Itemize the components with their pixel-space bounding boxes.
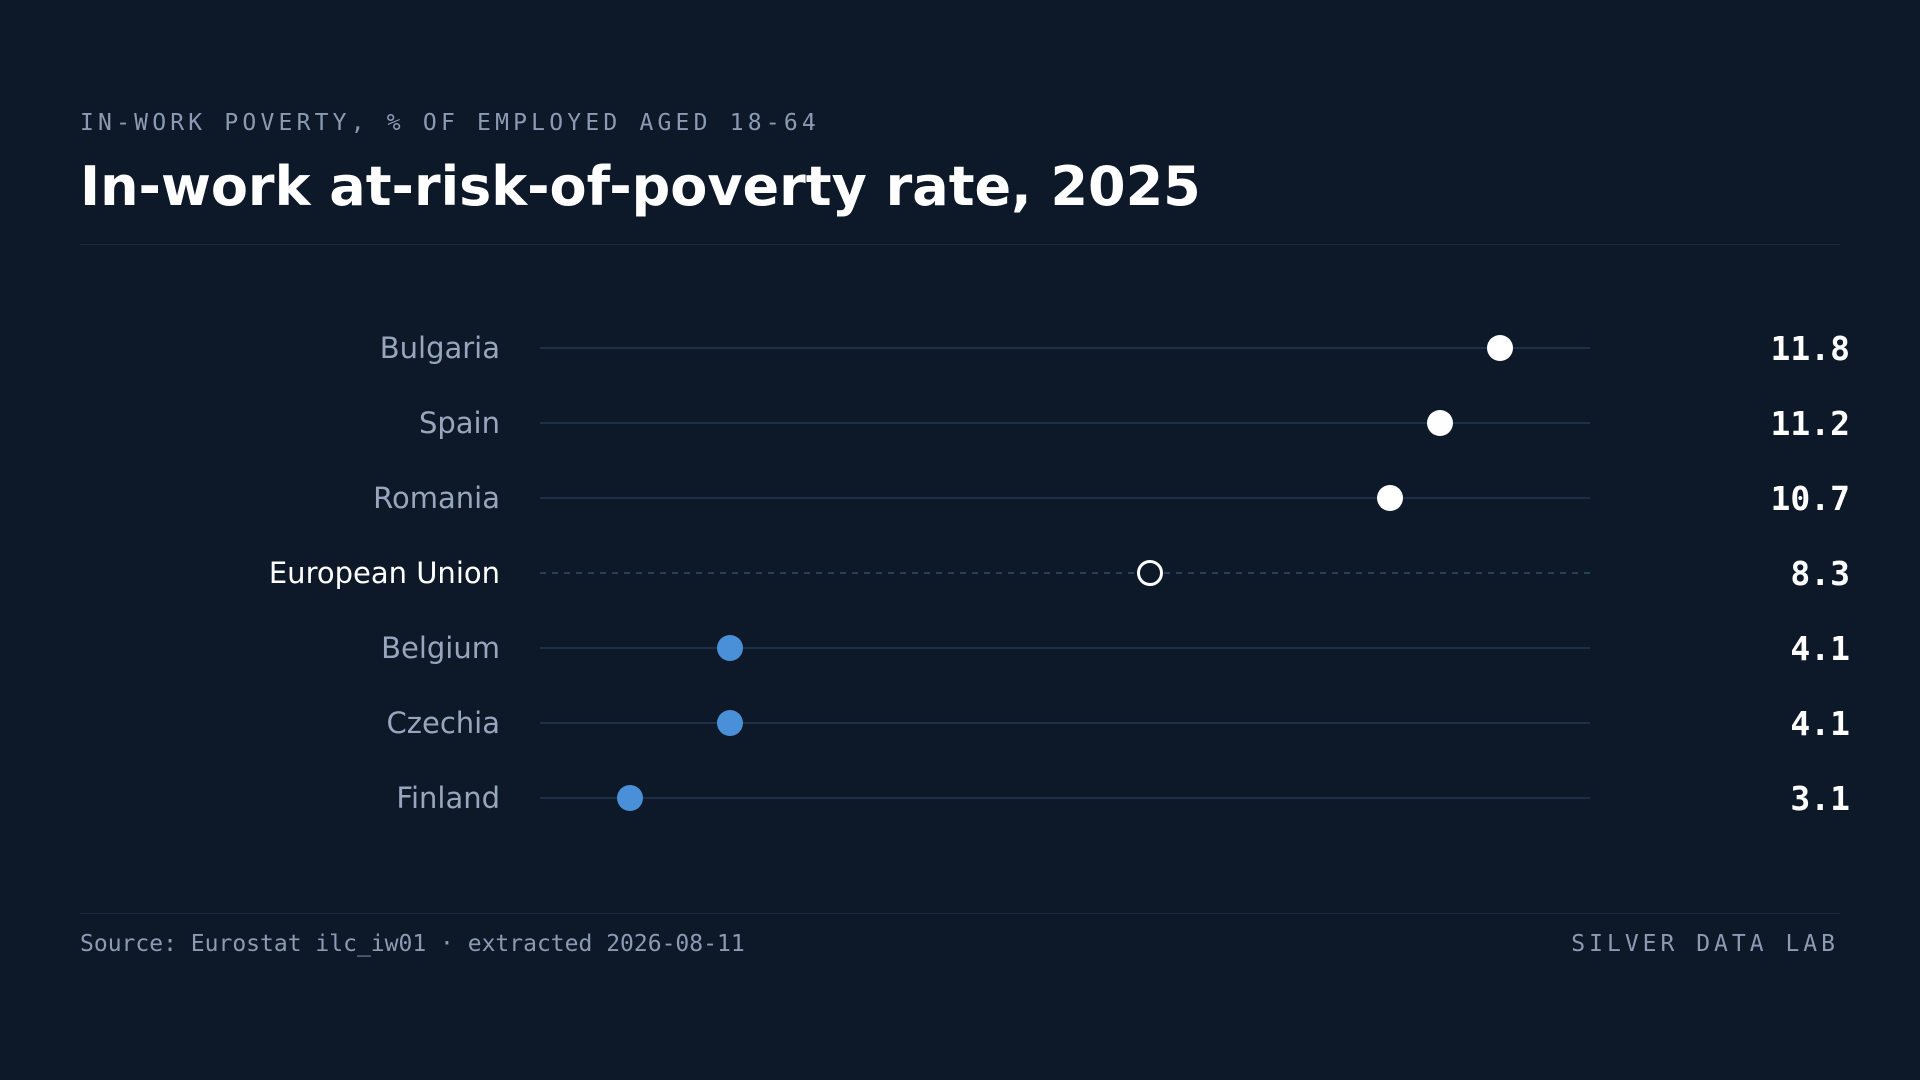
footer-divider [80,913,1840,914]
country-label: European Union [269,556,500,590]
value-label: 8.3 [1790,554,1850,593]
value-label: 10.7 [1771,479,1850,518]
value-label: 4.1 [1790,629,1850,668]
header-divider [80,244,1840,245]
value-dot [617,785,643,811]
row-belgium: Belgium 4.1 [381,629,1850,668]
value-dot [1427,410,1453,436]
eyebrow-label: IN-WORK POVERTY, % OF EMPLOYED AGED 18-6… [80,110,820,136]
row-spain: Spain 11.2 [419,404,1850,443]
value-label: 3.1 [1790,779,1850,818]
value-dot [717,710,743,736]
brand-label: SILVER DATA LAB [1571,931,1839,957]
value-dot [1487,335,1513,361]
row-finland: Finland 3.1 [396,779,1850,818]
value-dot [1377,485,1403,511]
row-bulgaria: Bulgaria 11.8 [380,329,1850,368]
source-note: Source: Eurostat ilc_iw01 · extracted 20… [80,931,745,957]
value-dot [717,635,743,661]
reference-dot [1137,560,1163,586]
row-czechia: Czechia 4.1 [387,704,1850,743]
row-european-union: European Union 8.3 [269,554,1850,593]
country-label: Finland [396,781,500,815]
chart-title: In-work at-risk-of-poverty rate, 2025 [80,155,1201,218]
value-label: 11.2 [1771,404,1850,443]
country-label: Spain [419,406,500,440]
country-label: Romania [373,481,500,515]
country-label: Belgium [381,631,500,665]
country-label: Bulgaria [380,331,500,365]
country-label: Czechia [387,706,500,740]
row-romania: Romania 10.7 [373,479,1850,518]
value-label: 11.8 [1771,329,1850,368]
value-label: 4.1 [1790,704,1850,743]
